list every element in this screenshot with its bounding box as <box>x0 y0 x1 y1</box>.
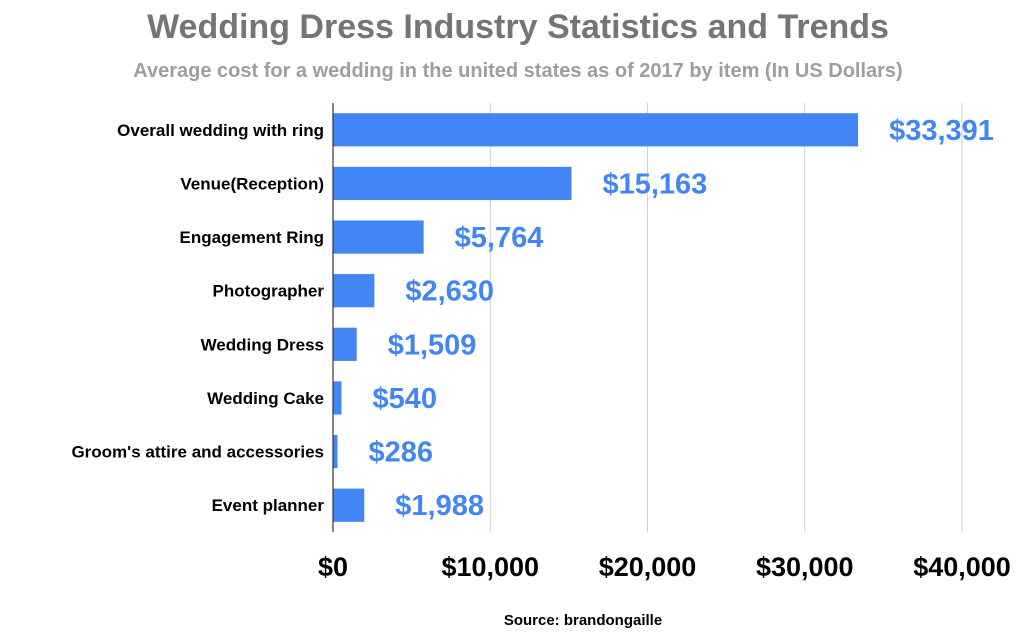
bar <box>333 381 342 415</box>
x-tick-label: $0 <box>318 552 348 582</box>
bar <box>333 220 424 254</box>
x-axis-tick-labels: $0 $10,000 $20,000 $30,000 $40,000 <box>318 552 1011 582</box>
chart-title: Wedding Dress Industry Statistics and Tr… <box>147 8 889 46</box>
data-label: $2,630 <box>405 276 494 308</box>
bar <box>333 327 357 361</box>
chart-subtitle: Average cost for a wedding in the united… <box>133 60 903 82</box>
data-label: $1,509 <box>388 329 477 361</box>
x-tick-label: $20,000 <box>599 552 697 582</box>
category-labels: Overall wedding with ring Venue(Reception… <box>71 121 324 515</box>
data-label: $33,391 <box>889 115 994 147</box>
data-label: $15,163 <box>602 168 707 200</box>
category-label: Wedding Cake <box>207 389 324 408</box>
category-label: Venue(Reception) <box>180 174 324 193</box>
data-label: $286 <box>368 437 433 469</box>
x-tick-label: $40,000 <box>913 552 1011 582</box>
category-label: Wedding Dress <box>201 335 324 354</box>
data-label: $5,764 <box>455 222 544 254</box>
bar <box>333 488 365 522</box>
bars <box>333 113 859 522</box>
bar <box>333 274 375 308</box>
category-label: Engagement Ring <box>179 228 324 247</box>
bar <box>333 113 859 147</box>
bar <box>333 434 338 469</box>
value-labels: $33,391 $15,163 $5,764 $2,630 $1,509 $540 $286… <box>368 115 993 522</box>
data-label: $540 <box>372 383 437 415</box>
source-note: Source: brandongaille <box>503 612 663 629</box>
category-label: Photographer <box>213 282 325 301</box>
category-label: Event planner <box>212 496 325 515</box>
x-tick-label: $30,000 <box>756 552 854 582</box>
category-label: Overall wedding with ring <box>117 121 324 140</box>
data-label: $1,988 <box>395 490 484 522</box>
x-tick-label: $10,000 <box>441 552 539 582</box>
category-label: Groom's attire and accessories <box>71 443 324 462</box>
bar <box>333 166 572 201</box>
